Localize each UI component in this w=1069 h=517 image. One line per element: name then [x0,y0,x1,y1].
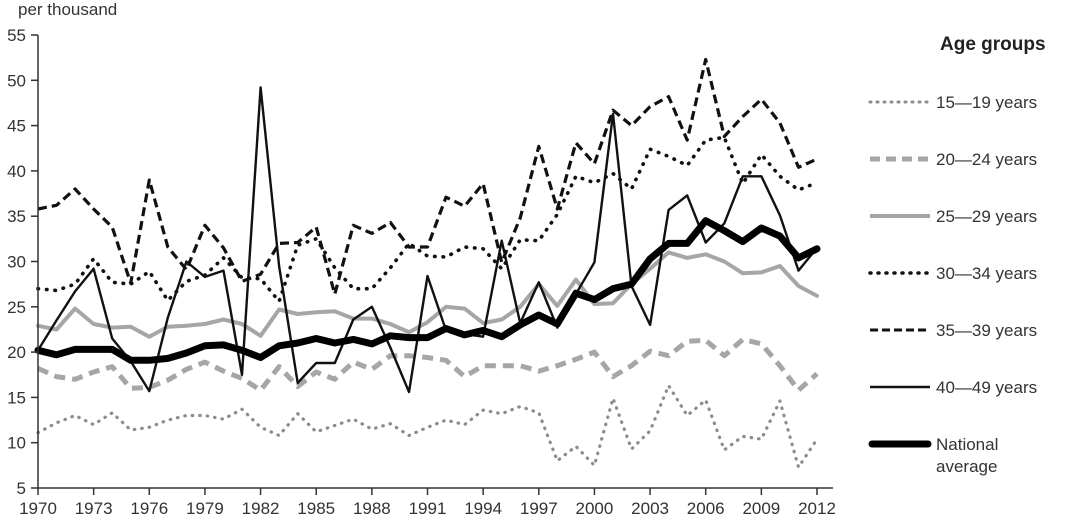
x-tick-label: 1979 [186,499,224,517]
legend-label: National average [936,435,999,476]
dotted-gray-line-icon [868,100,932,104]
y-axis-unit-label: per thousand [18,0,118,19]
dashed-black-line-icon [870,328,930,332]
plot-lines [34,57,821,469]
x-tick-label: 2012 [798,499,836,517]
thick-black-line-icon [868,440,932,448]
solid-black-line-icon [870,385,930,389]
x-tick-label: 1973 [75,499,113,517]
x-tick-label: 2006 [687,499,725,517]
legend-item-35-39: 35—39 years [868,320,1066,342]
series-line-1 [36,336,819,393]
x-tick-label: 2009 [742,499,780,517]
y-tick-label: 45 [7,117,26,136]
series-line-6 [34,217,821,364]
series-line-0 [36,384,819,469]
x-tick-label: 1991 [409,499,447,517]
y-tick-label: 30 [7,253,26,272]
x-tick-label: 1988 [353,499,391,517]
legend-label: 40—49 years [936,378,1038,397]
legend-item-40-49: 40—49 years [868,377,1066,399]
legend-title: Age groups [940,34,1046,55]
x-tick-label: 1982 [242,499,280,517]
dashed-gray-line-icon [870,156,930,162]
x-tick-label: 1970 [19,499,57,517]
series-line-4 [37,57,818,296]
x-tick-label: 1985 [297,499,335,517]
legend-item-25-29: 25—29 years [868,206,1066,228]
x-tick-label: 2000 [576,499,614,517]
x-tick-label: 2003 [631,499,669,517]
dotted-black-line-icon [868,271,932,275]
legend-label: 35—39 years [936,321,1038,340]
solid-gray-line-icon [870,214,930,218]
legend-item-15-19: 15—19 years [868,92,1066,114]
x-tick-label: 1997 [520,499,558,517]
legend-label: 25—29 years [936,207,1038,226]
y-tick-label: 15 [7,388,26,407]
legend-item-30-34: 30—34 years [868,263,1066,285]
y-tick-label: 40 [7,162,26,181]
legend-item-national-average: National average [868,434,1066,478]
y-tick-label: 20 [7,343,26,362]
series-line-2 [36,250,819,339]
y-tick-label: 10 [7,434,26,453]
legend: Age groups 15—19 years 20—24 years 25—29… [868,34,1068,476]
legend-item-20-24: 20—24 years [868,149,1066,171]
legend-label: 30—34 years [936,264,1038,283]
axes: 5 10 15 20 25 30 35 40 45 50 55 1970 1973 1976 1979 198… [7,26,836,517]
y-tick-label: 25 [7,298,26,317]
y-tick-label: 35 [7,207,26,226]
series-line-3 [36,135,819,304]
legend-label: 20—24 years [936,150,1038,169]
x-tick-label: 1994 [464,499,502,517]
y-tick-label: 5 [17,479,26,498]
x-tick-label: 1976 [130,499,168,517]
y-tick-label: 55 [7,26,26,45]
legend-label: 15—19 years [936,93,1038,112]
y-tick-label: 50 [7,71,26,90]
series-line-5 [36,86,819,394]
